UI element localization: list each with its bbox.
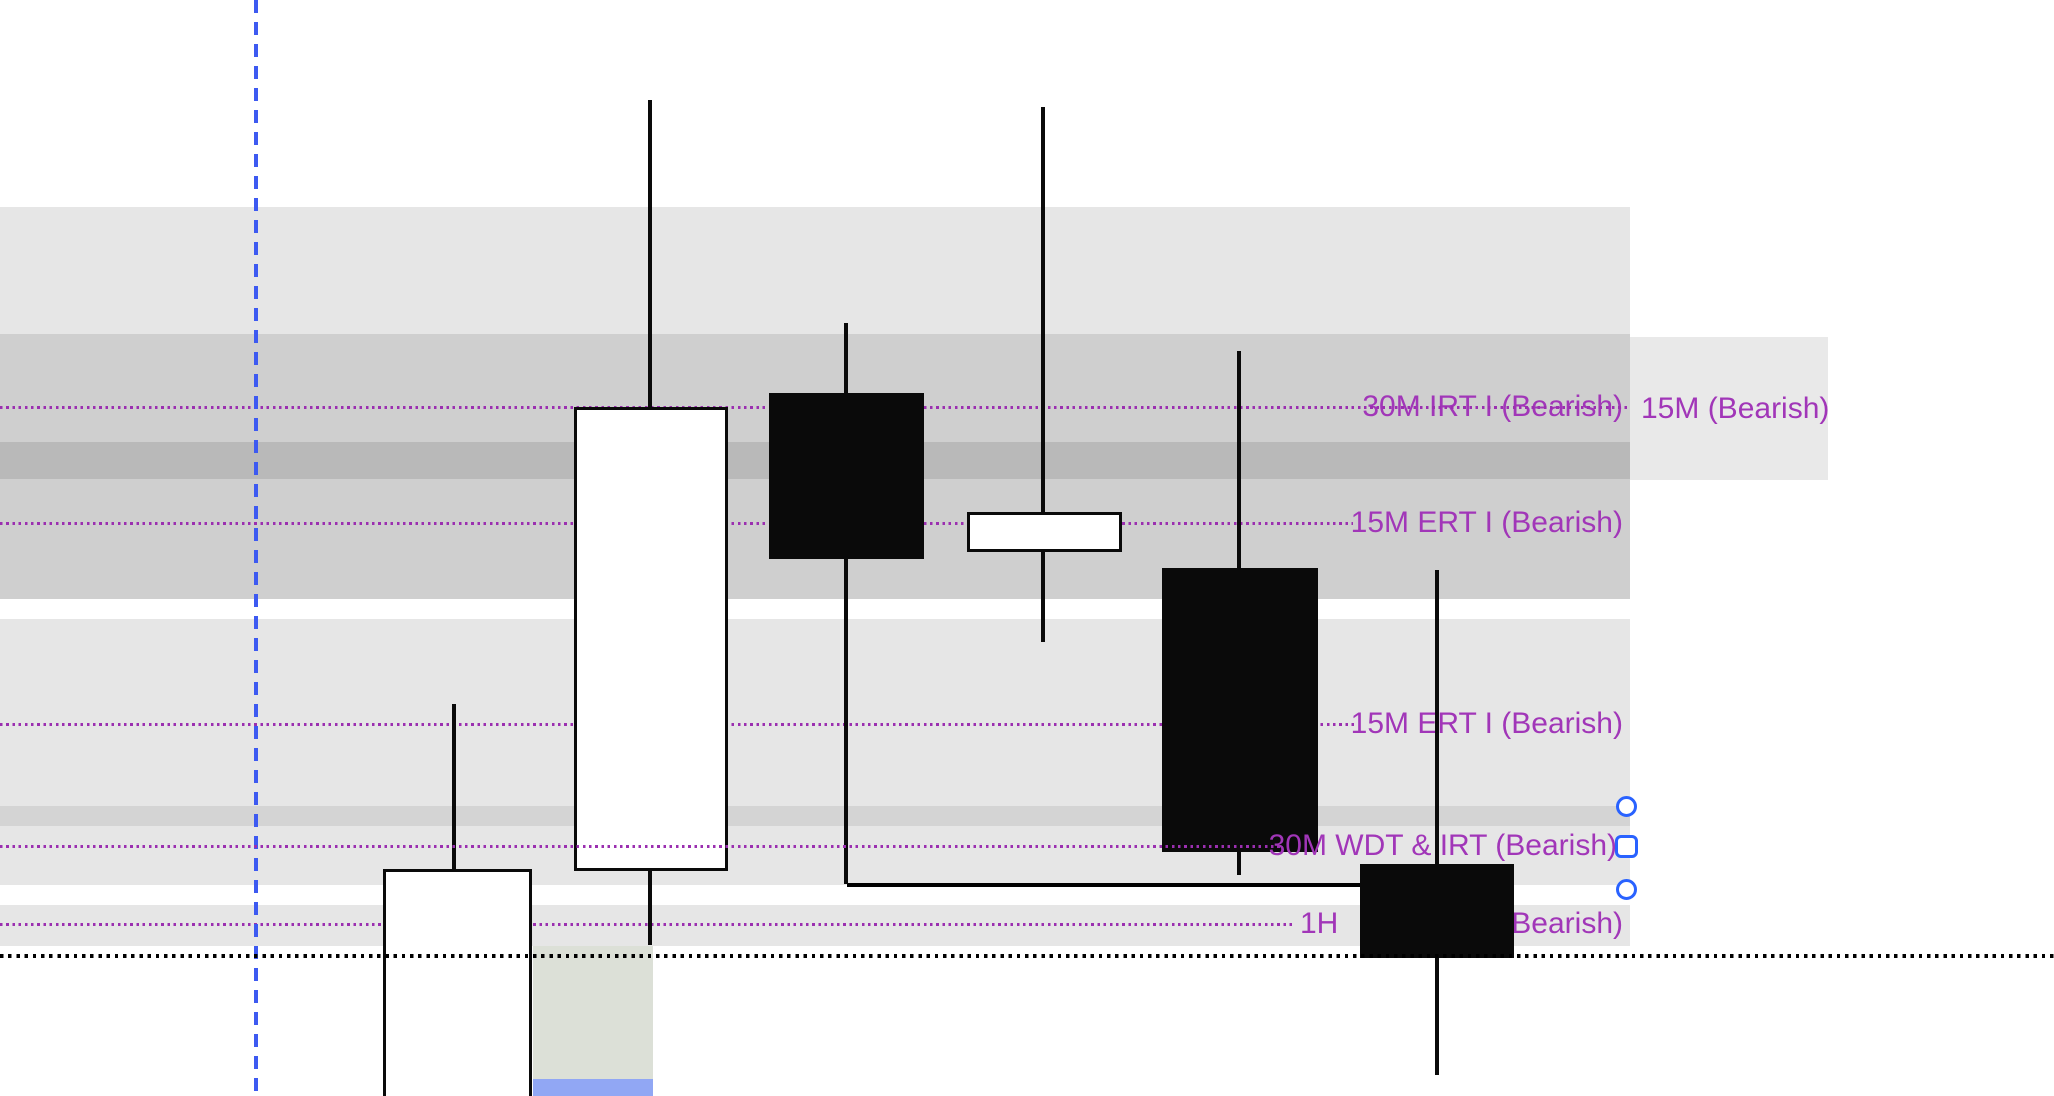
candle-5-lower-wick <box>1237 852 1241 875</box>
candle-5-upper-wick <box>1237 351 1241 568</box>
level-30m-wdt-line[interactable] <box>0 845 1283 848</box>
candle-1-upper-wick <box>452 704 456 869</box>
candle-3-upper-wick <box>844 323 848 393</box>
candle-4-upper-wick <box>1041 107 1045 512</box>
candle-6-lower-wick <box>1435 958 1439 1075</box>
level-15m-ert-2-label: 15M ERT I (Bearish) <box>1350 707 1623 740</box>
session-anchor-line[interactable] <box>254 0 258 1096</box>
candle-4-body <box>967 512 1122 552</box>
label-15m-bearish: 15M (Bearish) <box>1641 392 1830 425</box>
candle-2-lower-wick <box>648 871 652 945</box>
handle-bottom[interactable] <box>1615 878 1637 900</box>
level-15m-ert-1-label: 15M ERT I (Bearish) <box>1350 506 1623 539</box>
neckline[interactable] <box>847 883 1362 887</box>
bar-blue <box>533 1079 653 1096</box>
candle-3-lower-wick <box>844 559 848 884</box>
level-1h-line[interactable] <box>0 923 1295 926</box>
stop-dotted-line[interactable] <box>0 954 2054 958</box>
candle-5-body <box>1162 568 1318 852</box>
supply-zone-lower <box>0 619 1630 885</box>
candle-4-lower-wick <box>1041 552 1045 642</box>
supply-zone-lower-core <box>0 806 1630 826</box>
gap-zone-green <box>533 946 653 1079</box>
level-1h-label-left: 1H <box>1300 907 1339 940</box>
supply-zone-upper <box>0 207 1630 334</box>
candle-2-upper-wick <box>648 100 652 407</box>
level-1h-label-right: Bearish) <box>1511 907 1623 940</box>
candle-3-body <box>769 393 924 559</box>
candle-6-body <box>1360 864 1514 958</box>
candle-1-body <box>383 869 532 1096</box>
handle-top[interactable] <box>1615 795 1637 817</box>
handle-middle[interactable] <box>1614 834 1638 858</box>
candle-6-upper-wick <box>1435 570 1439 864</box>
level-30m-wdt-label: 30M WDT & IRT (Bearish) <box>1268 829 1617 862</box>
candle-2-body <box>574 407 728 871</box>
zone-15m-bearish <box>1630 337 1828 480</box>
